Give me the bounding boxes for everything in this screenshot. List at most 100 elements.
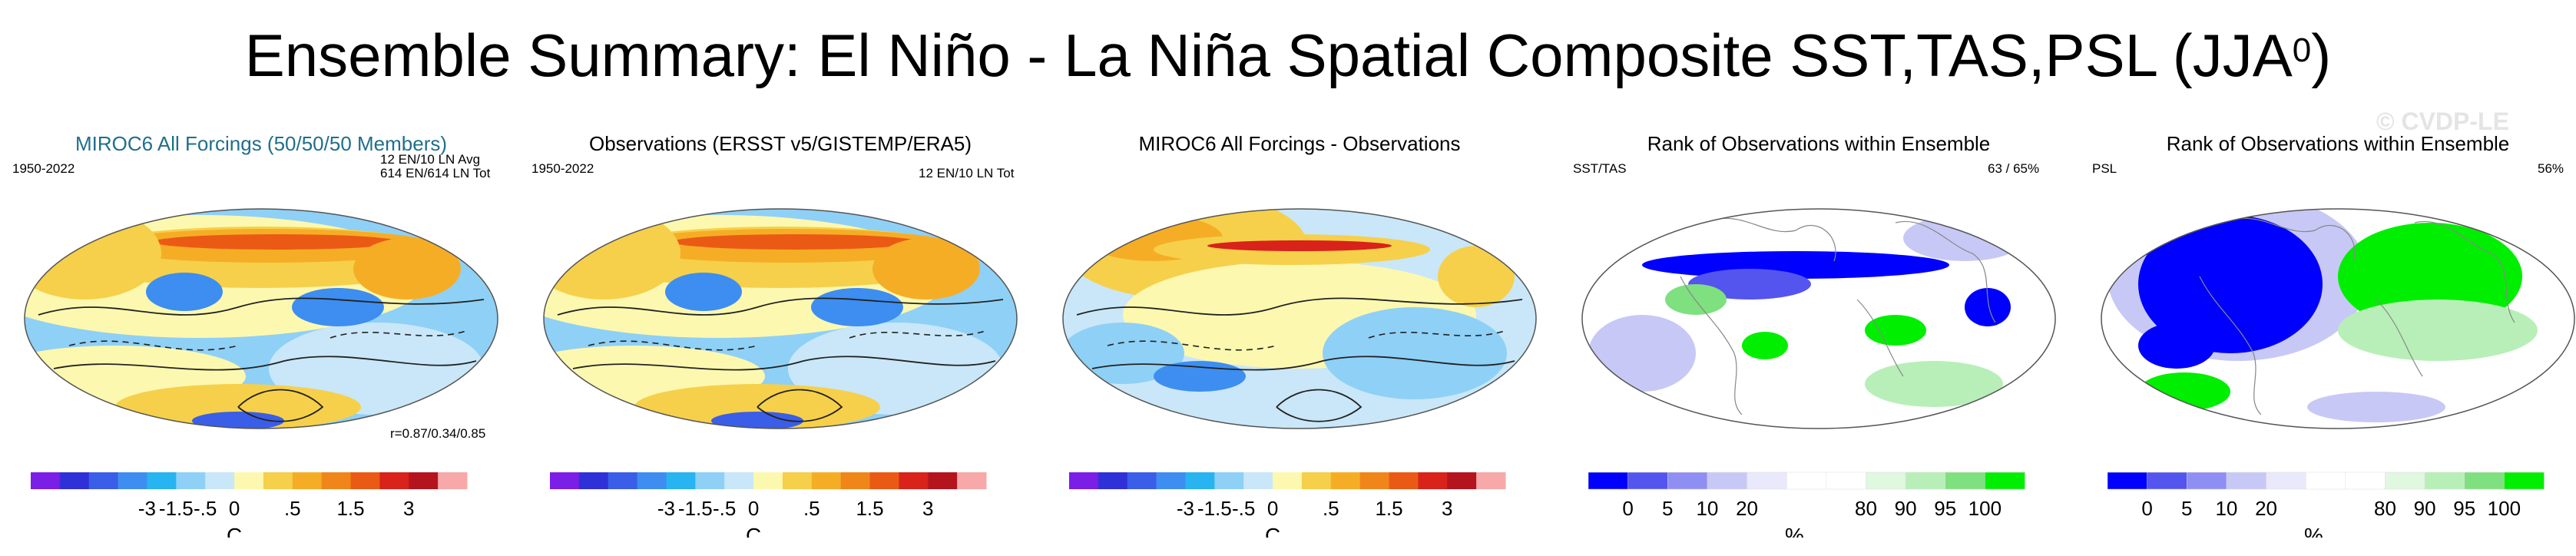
colorbar-tick-label: 100 (1968, 497, 2002, 520)
panel-title: MIROC6 All Forcings (50/50/50 Members) (74, 132, 448, 155)
colorbar-tick-label: 0 (1622, 497, 1633, 520)
psl-contour (1091, 356, 1515, 371)
colorbar-segment (957, 472, 987, 489)
panel-rank-sst-tas: Rank of Observations within Ensemble SST… (1565, 123, 2072, 538)
colorbar-segment (1588, 472, 1629, 490)
colorbar-segment (350, 472, 380, 489)
coastline (2199, 276, 2262, 415)
colorbar-tick-label: 100 (2488, 497, 2521, 520)
psl-contour (237, 389, 324, 422)
colorbar-segment (782, 472, 813, 489)
variable-label: SST/TAS (1573, 161, 1627, 176)
colorbar-tick-label: 1.5 (1375, 497, 1402, 520)
map-anomaly-region (1438, 246, 1515, 307)
panel-title: Rank of Observations within Ensemble (2166, 132, 2510, 155)
colorbar-tick-label: 0 (748, 497, 759, 520)
colorbar-segment (438, 472, 468, 489)
map-anomaly-region (1965, 288, 2011, 326)
psl-contour (1276, 389, 1362, 422)
coastline (2222, 217, 2356, 262)
colorbar-segment (2147, 472, 2188, 490)
map-border (1062, 208, 1537, 429)
colorbar-tick-label: 95 (1934, 497, 1956, 520)
colorbar-segment (724, 472, 754, 489)
panel-graphics: -3 -1.5 -.5 0 .5 1.5 3 C (24, 208, 498, 538)
colorbar-segment (753, 472, 783, 489)
colorbar-tick-label: -1.5 (159, 497, 194, 520)
map-anomaly-region (711, 412, 803, 429)
colorbar-segment (147, 472, 177, 489)
colorbar-segment (1786, 472, 1827, 490)
colorbar-unit-label: C (1265, 524, 1280, 538)
colorbar-tick-label: 1.5 (856, 497, 883, 520)
colorbar-segment (2107, 472, 2148, 490)
colorbar-segment (1185, 472, 1215, 489)
colorbar-segment (550, 472, 580, 489)
colorbar-segment (1214, 472, 1244, 489)
map-border (24, 208, 498, 429)
colorbar-segment (869, 472, 899, 489)
colorbar-segment (608, 472, 638, 489)
colorbar-segment (695, 472, 725, 489)
colorbar-temperature: -3 -1.5 -.5 0 .5 1.5 3 C (31, 472, 468, 538)
watermark: © CVDP-LE (2376, 108, 2509, 135)
rank-percent-label: 63 / 65% (1988, 161, 2040, 176)
map-anomaly-region (1903, 215, 2026, 261)
count-label-tot: 12 EN/10 LN Tot (919, 166, 1015, 180)
colorbar-segment (1667, 472, 1708, 490)
psl-contour-negative (1368, 329, 1508, 339)
colorbar-segment (59, 472, 90, 489)
panel-title: Rank of Observations within Ensemble (1647, 132, 1991, 155)
map-robinson-projection (24, 208, 498, 429)
colorbar-segment (1826, 472, 1867, 490)
colorbar-tick-label: 10 (2215, 497, 2237, 520)
colorbar-tick-label: 20 (2255, 497, 2277, 520)
colorbar-segment (2345, 472, 2386, 490)
map-anomaly-region (146, 273, 223, 311)
panel-graphics: 0 5 10 20 80 90 95 100% (1581, 208, 2056, 538)
colorbar-tick-label: 5 (1662, 497, 1673, 520)
colorbar-temperature: -3 -1.5 -.5 0 .5 1.5 3 C (1069, 472, 1506, 538)
psl-contour-negative (329, 329, 469, 339)
psl-contour-negative (588, 340, 758, 351)
map-anomaly-region (811, 288, 903, 326)
map-anomaly-region (544, 209, 680, 300)
colorbar-tick-label: 3 (922, 497, 933, 520)
map-anomaly-region (2138, 372, 2230, 411)
colorbar-segment (1627, 472, 1669, 490)
colorbar-segment (2266, 472, 2306, 490)
map-border (1581, 208, 2056, 429)
colorbar-tick-label: 3 (403, 497, 414, 520)
map-anomaly-region (25, 209, 161, 300)
map-robinson-projection (1062, 208, 1537, 429)
panel-observations: Observations (ERSST v5/GISTEMP/ERA5) 195… (527, 123, 1034, 538)
colorbar-tick-label: 80 (1855, 497, 1877, 520)
psl-contour (572, 356, 996, 371)
colorbar-segment (2226, 472, 2267, 490)
map-anomaly-region (2138, 215, 2323, 353)
colorbar-tick-label: 20 (1736, 497, 1758, 520)
map-anomaly-region (154, 234, 399, 250)
colorbar-tick-label: -3 (1177, 497, 1194, 520)
colorbar-segment (263, 472, 293, 489)
coastline (1703, 217, 1836, 262)
panel-graphics: -3 -1.5 -.5 0 .5 1.5 3 C (543, 208, 1018, 538)
psl-contour (38, 297, 485, 316)
colorbar-tick-label: .5 (1323, 497, 1339, 520)
colorbar-segment (321, 472, 352, 489)
colorbar-tick-label: 90 (1895, 497, 1917, 520)
colorbar-segment (1330, 472, 1361, 489)
panel-miroc6: MIROC6 All Forcings (50/50/50 Members) 1… (8, 123, 515, 538)
coastline (2414, 220, 2515, 323)
colorbar-segment (2305, 472, 2346, 490)
colorbar-tick-label: -3 (657, 497, 675, 520)
colorbar-segment (234, 472, 264, 489)
map-anomaly-region (1323, 307, 1507, 399)
panel-difference: MIROC6 All Forcings - Observations -3 -1.… (1046, 123, 1553, 538)
colorbar-segment (2187, 472, 2227, 490)
colorbar-segment (118, 472, 147, 489)
colorbar-tick-label: 10 (1696, 497, 1718, 520)
colorbar-tick-label: 80 (2374, 497, 2396, 520)
colorbar-segment (205, 472, 235, 489)
map-anomaly-region (1865, 361, 2003, 407)
